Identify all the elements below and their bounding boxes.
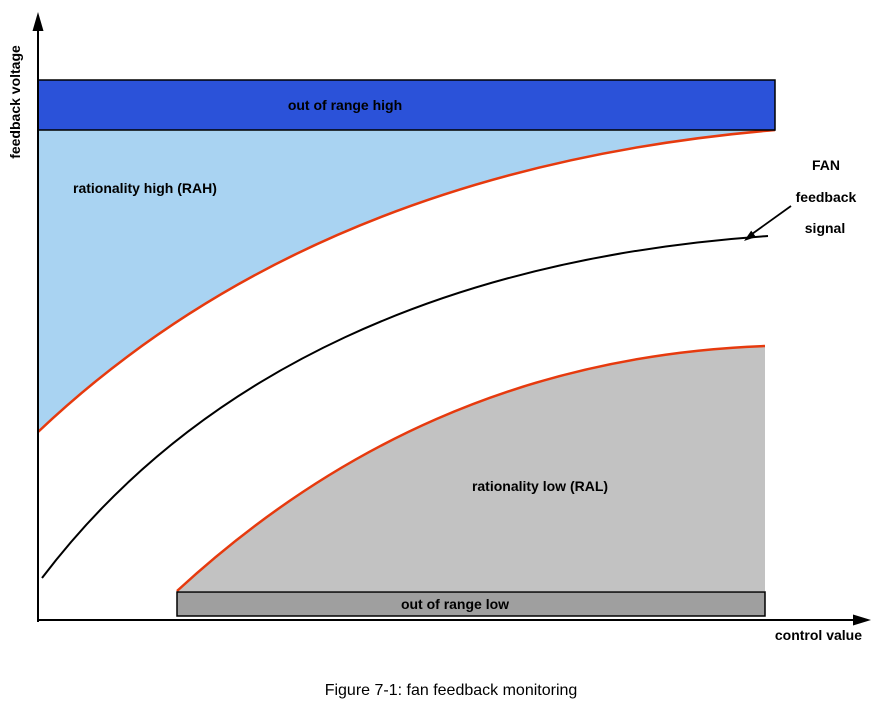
- annotation-signal-line: signal: [805, 220, 845, 236]
- annotation-arrowhead-icon: [744, 230, 756, 241]
- x-axis-arrowhead-icon: [853, 614, 871, 626]
- fan-feedback-signal-curve: [41, 235, 769, 579]
- y-axis-label: feedback voltage: [7, 45, 23, 159]
- upper-threshold-curve: [37, 128, 776, 433]
- rationality-low-label: rationality low (RAL): [472, 478, 608, 494]
- out-of-range-low-label: out of range low: [401, 596, 509, 612]
- x-axis-label: control value: [775, 627, 862, 643]
- annotation-feedback-line: feedback: [796, 189, 857, 205]
- rationality-high-label: rationality high (RAH): [73, 180, 217, 196]
- lower-threshold-curve: [176, 344, 766, 592]
- out-of-range-high-band: [37, 79, 776, 131]
- annotation-fan-line: FAN: [812, 157, 840, 173]
- y-axis-arrowhead-icon: [32, 12, 44, 31]
- annotation-arrow-line: [751, 205, 792, 235]
- out-of-range-high-label: out of range high: [288, 97, 402, 113]
- figure-caption: Figure 7-1: fan feedback monitoring: [325, 682, 578, 699]
- rationality-low-region: [177, 346, 765, 591]
- rationality-high-region: [38, 130, 775, 432]
- out-of-range-low-bar: [176, 591, 766, 617]
